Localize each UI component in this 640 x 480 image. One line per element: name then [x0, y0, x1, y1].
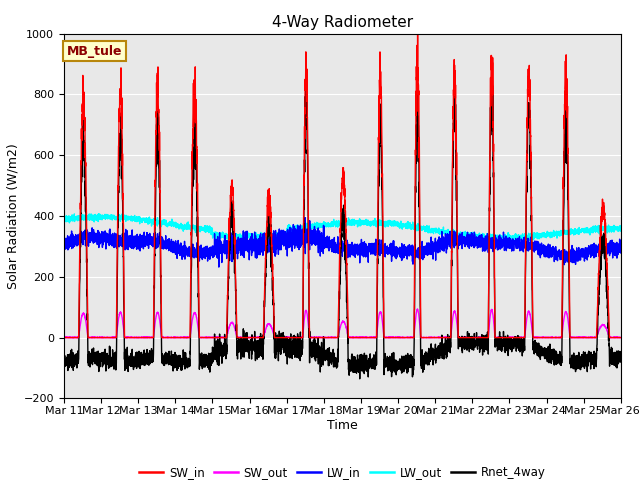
- LW_out: [60, 214, 68, 220]
- SW_in: [436, 335, 444, 340]
- SW_in: [60, 335, 68, 340]
- LW_in: [60, 241, 68, 247]
- SW_in: [617, 335, 625, 340]
- Line: Rnet_4way: Rnet_4way: [64, 83, 621, 379]
- LW_out: [616, 228, 624, 234]
- Rnet_4way: [436, 342, 444, 348]
- Line: SW_out: SW_out: [64, 309, 621, 337]
- Rnet_4way: [322, 353, 330, 359]
- Line: SW_in: SW_in: [64, 30, 621, 337]
- LW_out: [436, 228, 444, 234]
- LW_out: [95, 211, 102, 217]
- SW_out: [436, 335, 444, 340]
- LW_in: [322, 243, 330, 249]
- LW_out: [504, 240, 511, 245]
- SW_in: [414, 27, 422, 33]
- SW_in: [499, 335, 507, 340]
- SW_out: [60, 335, 68, 340]
- Line: LW_out: LW_out: [64, 214, 621, 242]
- Rnet_4way: [499, 341, 507, 347]
- SW_out: [616, 335, 624, 340]
- Rnet_4way: [616, 353, 624, 359]
- SW_out: [322, 335, 330, 340]
- SW_out: [499, 335, 507, 340]
- SW_out: [468, 335, 476, 340]
- SW_in: [467, 335, 475, 340]
- Rnet_4way: [356, 376, 364, 382]
- SW_out: [413, 306, 421, 312]
- LW_in: [468, 243, 476, 249]
- LW_in: [499, 240, 507, 246]
- LW_in: [436, 236, 444, 241]
- LW_out: [617, 228, 625, 233]
- SW_out: [60, 335, 68, 340]
- Rnet_4way: [160, 362, 168, 368]
- LW_out: [499, 238, 507, 244]
- LW_in: [617, 245, 625, 251]
- Rnet_4way: [617, 351, 625, 357]
- SW_out: [617, 335, 625, 340]
- LW_in: [301, 215, 309, 220]
- SW_in: [616, 335, 624, 340]
- LW_out: [467, 231, 475, 237]
- LW_in: [616, 246, 624, 252]
- Title: 4-Way Radiometer: 4-Way Radiometer: [272, 15, 413, 30]
- Rnet_4way: [60, 360, 68, 366]
- Rnet_4way: [468, 344, 476, 350]
- LW_in: [215, 264, 223, 270]
- Y-axis label: Solar Radiation (W/m2): Solar Radiation (W/m2): [6, 143, 20, 289]
- LW_out: [322, 223, 330, 228]
- Line: LW_in: LW_in: [64, 217, 621, 267]
- Text: MB_tule: MB_tule: [67, 45, 122, 58]
- SW_in: [322, 335, 330, 340]
- SW_out: [161, 335, 168, 340]
- Rnet_4way: [414, 80, 422, 86]
- SW_in: [160, 335, 168, 340]
- LW_in: [160, 244, 168, 250]
- LW_out: [161, 219, 168, 225]
- Legend: SW_in, SW_out, LW_in, LW_out, Rnet_4way: SW_in, SW_out, LW_in, LW_out, Rnet_4way: [134, 461, 550, 480]
- X-axis label: Time: Time: [327, 419, 358, 432]
